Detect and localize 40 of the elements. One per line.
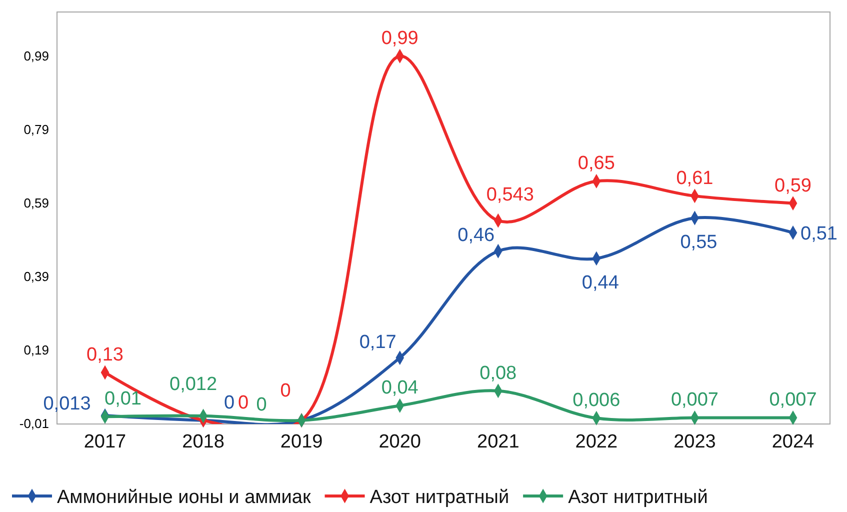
data-label: 0,46 — [458, 225, 495, 246]
data-label: 0,44 — [582, 272, 620, 294]
data-label: 0,012 — [170, 374, 218, 395]
x-tick-label: 2018 — [182, 431, 224, 452]
data-label: 0 — [224, 392, 235, 414]
data-label: 0,65 — [578, 153, 615, 174]
data-label: 0,006 — [572, 390, 620, 412]
data-label: 0,99 — [381, 28, 418, 50]
x-tick-label: 2017 — [84, 431, 126, 452]
legend-label: Аммонийные ионы и аммиак — [57, 487, 312, 508]
data-label: 0,61 — [676, 168, 714, 189]
data-label: 0,55 — [680, 232, 718, 253]
y-tick-label: 0,59 — [24, 195, 49, 210]
data-label: 0,543 — [486, 184, 534, 206]
data-label: 0 — [256, 394, 267, 416]
data-label: 0,013 — [43, 394, 91, 415]
data-label: 0,13 — [86, 344, 124, 366]
data-label: 0,007 — [769, 390, 817, 411]
data-label: 0,51 — [800, 224, 838, 245]
data-label: 0,007 — [670, 390, 718, 411]
y-tick-label: 0,79 — [24, 122, 49, 137]
data-label: 0 — [238, 392, 249, 414]
data-label: 0,59 — [774, 175, 812, 196]
y-tick-label: -0,01 — [19, 416, 49, 432]
legend-label: Азот нитритный — [568, 487, 708, 508]
x-tick-label: 2022 — [575, 431, 618, 452]
data-label: 0 — [280, 380, 291, 402]
x-tick-label: 2020 — [378, 431, 421, 452]
y-tick-label: 0,19 — [24, 342, 49, 358]
x-tick-label: 2021 — [477, 431, 520, 452]
data-label: 0,04 — [381, 378, 419, 399]
y-tick-label: 0,39 — [24, 269, 49, 284]
legend-label: Азот нитратный — [370, 487, 510, 508]
x-tick-label: 2024 — [772, 431, 815, 452]
x-tick-label: 2019 — [280, 431, 323, 452]
y-tick-label: 0,99 — [24, 48, 49, 64]
data-label: 0,01 — [104, 388, 142, 410]
x-tick-label: 2023 — [674, 431, 716, 452]
data-label: 0,08 — [480, 362, 517, 384]
data-label: 0,17 — [359, 332, 396, 353]
